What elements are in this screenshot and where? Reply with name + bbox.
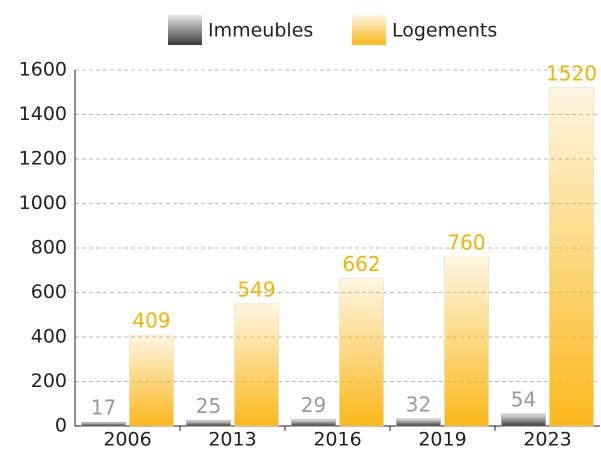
value-label: 549 (237, 277, 275, 301)
y-tick-label: 1000 (19, 192, 67, 214)
bar (291, 419, 336, 427)
bar (501, 413, 546, 427)
legend-swatch (352, 15, 386, 45)
value-label: 760 (447, 230, 485, 254)
x-tick-label: 2023 (523, 429, 571, 451)
y-tick-label: 200 (31, 370, 67, 392)
value-label: 54 (511, 387, 536, 411)
bar (81, 421, 126, 427)
legend-swatch (168, 15, 202, 45)
bar (396, 418, 441, 427)
y-tick-label: 400 (31, 326, 67, 348)
y-tick-label: 1200 (19, 148, 67, 170)
value-label: 29 (301, 393, 326, 417)
x-tick-label: 2006 (103, 429, 151, 451)
bar (129, 334, 174, 427)
bar (549, 87, 594, 427)
x-tick-label: 2019 (418, 429, 466, 451)
bar (234, 303, 279, 427)
bar (186, 420, 231, 427)
x-tick-label: 2013 (208, 429, 256, 451)
legend-label: Immeubles (208, 20, 313, 42)
x-tick-label: 2016 (313, 429, 361, 451)
y-tick-label: 1400 (19, 103, 67, 125)
value-label: 409 (132, 308, 170, 332)
value-label: 1520 (546, 61, 597, 85)
y-tick-label: 600 (31, 281, 67, 303)
value-label: 25 (196, 394, 221, 418)
bar (339, 278, 384, 427)
y-tick-label: 1600 (19, 59, 67, 81)
y-tick-label: 0 (55, 415, 67, 437)
value-label: 32 (406, 392, 431, 416)
value-label: 662 (342, 252, 380, 276)
legend-label: Logements (392, 20, 497, 42)
value-label: 17 (91, 396, 116, 420)
bar (444, 256, 489, 427)
y-tick-label: 800 (31, 237, 67, 259)
